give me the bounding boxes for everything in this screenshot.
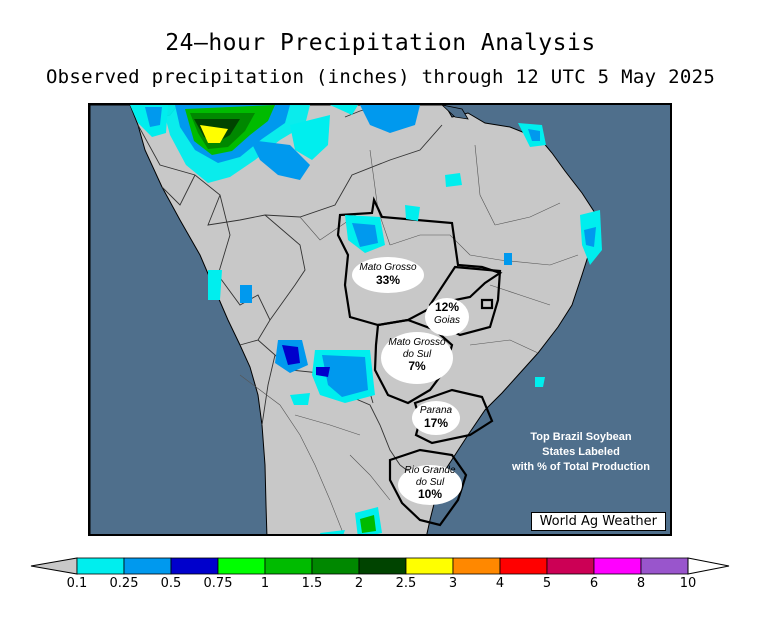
precipitation-map: Mato Grosso 33% 12% Goias Mato Grosso do…: [88, 103, 672, 536]
map-title: 24—hour Precipitation Analysis: [165, 30, 596, 56]
state-name-line: do Sul: [402, 348, 432, 360]
goias-df-box: [480, 298, 494, 310]
legend-swatch: [546, 557, 595, 575]
legend-tick-label: 4: [495, 576, 505, 591]
state-name-line: Mato Grosso: [388, 337, 446, 348]
legend-swatch: [311, 557, 360, 575]
legend-swatch: [217, 557, 266, 575]
legend-tick-label: 6: [589, 576, 599, 591]
legend-swatch: [76, 557, 125, 575]
map-subtitle: Observed precipitation (inches) through …: [45, 66, 716, 88]
legend-tick-label: 10: [679, 576, 697, 591]
state-name: Parana: [419, 405, 453, 416]
rio-grande-do-sul-outline: [388, 448, 468, 527]
legend-above-arrow: [687, 557, 730, 575]
state-label-goias: 12% Goias: [420, 300, 474, 326]
state-name: Mato Grosso: [359, 262, 417, 273]
legend-tick-label: 1.5: [301, 576, 323, 591]
note-line: Top Brazil Soybean: [530, 431, 632, 443]
color-legend-bar: [30, 557, 730, 575]
legend-tick-label: 0.75: [203, 576, 233, 591]
legend-swatch: [499, 557, 548, 575]
state-name-line: do Sul: [415, 476, 445, 488]
legend-tick-label: 5: [542, 576, 552, 591]
legend-tick-label: 8: [636, 576, 646, 591]
mato-grosso-outline: [336, 196, 503, 327]
mato-grosso-do-sul-outline: [373, 318, 454, 405]
legend-tick-label: 1: [260, 576, 270, 591]
legend-swatch: [405, 557, 454, 575]
state-name: Goias: [433, 314, 461, 326]
state-pct: 7%: [408, 359, 426, 373]
legend-swatch: [123, 557, 172, 575]
legend-tick-label: 2: [354, 576, 364, 591]
state-label-parana: Parana 17%: [408, 405, 464, 430]
legend-swatch: [358, 557, 407, 575]
note-line: States Labeled: [542, 445, 620, 458]
pacific-ocean: [90, 105, 268, 534]
state-label-mato-grosso-do-sul: Mato Grosso do Sul 7%: [375, 337, 459, 374]
state-pct: 33%: [375, 272, 401, 287]
legend-tick-label: 3: [448, 576, 458, 591]
state-label-rio-grande-do-sul: Rio Grande do Sul 10%: [393, 465, 467, 502]
state-name-line: Rio Grande: [404, 465, 456, 476]
legend-swatch: [452, 557, 501, 575]
note-line: with % of Total Production: [512, 460, 650, 473]
amazon-mouth: [441, 105, 469, 120]
legend-tick-label: 0.5: [160, 576, 182, 591]
legend-tick-label: 2.5: [395, 576, 417, 591]
map-canvas: [90, 105, 602, 534]
soybean-note: Top Brazil Soybean States Labeled with %…: [496, 430, 666, 475]
precip-shading: [130, 105, 602, 534]
label-halos: [352, 257, 469, 505]
credit-box: World Ag Weather: [530, 512, 666, 531]
state-pct: 12%: [434, 300, 460, 314]
legend-tick-label: 0.1: [66, 576, 88, 591]
state-pct: 10%: [417, 487, 443, 501]
legend-below-arrow: [30, 557, 78, 575]
legend-swatch: [264, 557, 313, 575]
legend-swatch: [640, 557, 689, 575]
state-borders: [239, 144, 579, 534]
legend-swatch: [170, 557, 219, 575]
state-pct: 17%: [423, 415, 449, 430]
legend-swatch: [593, 557, 642, 575]
state-label-mato-grosso: Mato Grosso 33%: [348, 262, 428, 287]
legend-tick-label: 0.25: [109, 576, 139, 591]
